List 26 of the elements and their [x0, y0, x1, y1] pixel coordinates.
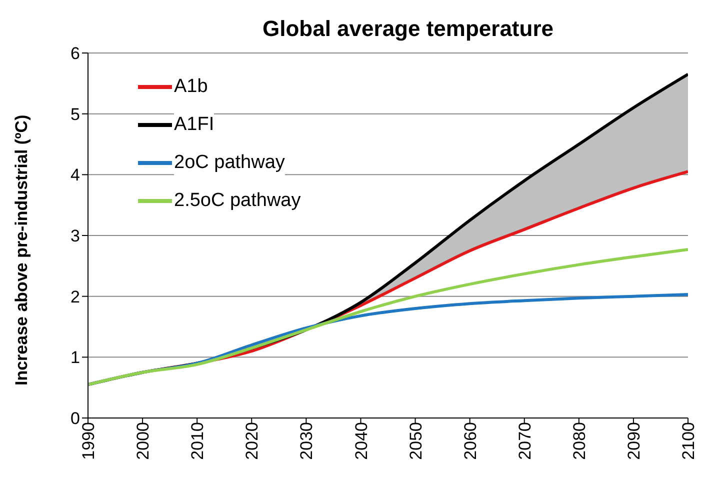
y-axis-title: Increase above pre-industrial (ºC)	[12, 114, 32, 386]
x-tick-label: 1990	[79, 422, 98, 460]
y-tick-label: 3	[70, 226, 80, 246]
y-tick-label: 6	[70, 44, 80, 64]
x-tick-label: 2020	[242, 422, 262, 460]
x-tick-label: 2050	[406, 422, 426, 460]
y-tick-label: 5	[70, 104, 80, 124]
x-tick-label: 2100	[679, 422, 698, 460]
x-tick-label: 2090	[624, 422, 644, 460]
x-tick-label: 2010	[188, 422, 208, 460]
line-series	[88, 248, 688, 386]
y-tick-label: 1	[70, 348, 80, 368]
y-tick-label: 0	[70, 409, 80, 428]
x-tick-label: 2000	[134, 422, 153, 460]
x-tick-label: 2040	[352, 422, 371, 460]
legend-label: A1b	[174, 68, 208, 106]
legend-label: A1FI	[174, 106, 214, 144]
x-tick-label: 2030	[297, 422, 316, 460]
y-tick-label: 2	[70, 287, 80, 306]
legend-label: 2.5oC pathway	[174, 182, 301, 220]
x-tick-label: 2070	[515, 422, 534, 460]
chart-title: Global average temperature	[261, 16, 554, 42]
y-tick-label: 4	[70, 166, 80, 185]
x-tick-label: 2080	[570, 422, 589, 460]
legend-label: 2oC pathway	[174, 144, 285, 182]
x-tick-label: 2060	[460, 422, 480, 460]
